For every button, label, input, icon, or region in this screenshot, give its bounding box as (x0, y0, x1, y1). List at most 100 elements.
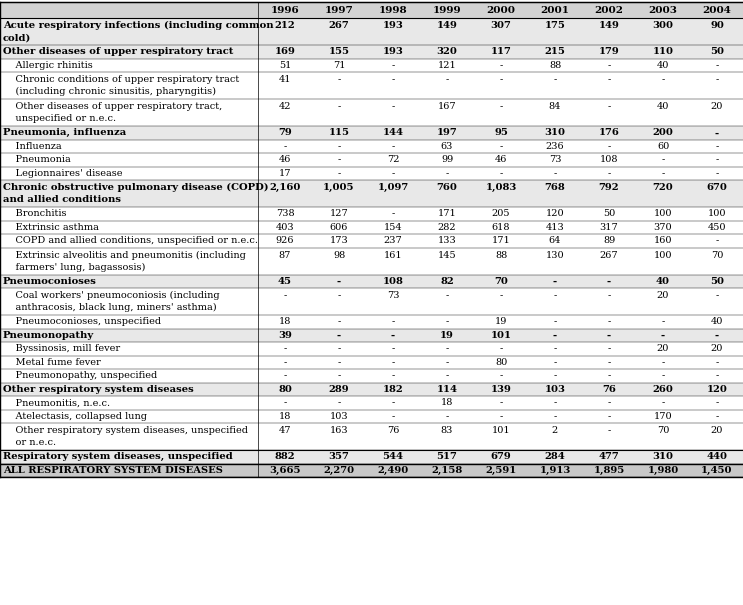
Text: Atelectasis, collapsed lung: Atelectasis, collapsed lung (3, 412, 147, 421)
Text: -: - (715, 128, 719, 137)
Text: 1,097: 1,097 (377, 183, 409, 192)
Text: -: - (553, 277, 557, 286)
Text: -: - (337, 155, 340, 165)
Text: -: - (554, 291, 557, 300)
Text: 2,591: 2,591 (485, 466, 516, 475)
Text: -: - (607, 399, 611, 407)
Text: 20: 20 (711, 427, 723, 435)
Text: 88: 88 (549, 61, 561, 70)
Text: 84: 84 (549, 102, 561, 111)
Bar (0, 450, 743, 463)
Bar (0, 126, 743, 140)
Text: 42: 42 (279, 102, 291, 111)
Text: -: - (445, 318, 449, 327)
Text: -: - (499, 399, 502, 407)
Bar (0, 342, 743, 356)
Text: -: - (337, 358, 340, 367)
Text: 120: 120 (707, 385, 727, 394)
Text: (including chronic sinusitis, pharyngitis): (including chronic sinusitis, pharyngiti… (3, 87, 216, 96)
Bar (0, 396, 743, 410)
Text: 46: 46 (495, 155, 507, 165)
Text: -: - (499, 412, 502, 421)
Text: 108: 108 (383, 277, 403, 286)
Text: -: - (554, 399, 557, 407)
Text: 108: 108 (600, 155, 618, 165)
Text: 103: 103 (545, 385, 565, 394)
Text: cold): cold) (3, 33, 31, 42)
Text: -: - (283, 291, 287, 300)
Text: 161: 161 (383, 250, 402, 260)
Text: -: - (716, 237, 718, 246)
Text: 73: 73 (387, 291, 399, 300)
Bar (0, 247, 743, 275)
Text: -: - (554, 412, 557, 421)
Text: 171: 171 (438, 209, 456, 218)
Text: Extrinsic alveolitis and pneumonitis (including: Extrinsic alveolitis and pneumonitis (in… (3, 250, 246, 260)
Text: 40: 40 (656, 277, 670, 286)
Text: 19: 19 (495, 318, 507, 327)
Text: -: - (661, 318, 665, 327)
Text: -: - (392, 371, 395, 381)
Text: 193: 193 (383, 47, 403, 56)
Text: 64: 64 (549, 237, 561, 246)
Text: 310: 310 (545, 128, 565, 137)
Text: 517: 517 (437, 453, 458, 462)
Text: -: - (337, 371, 340, 381)
Text: -: - (716, 75, 718, 84)
Text: 2: 2 (552, 427, 558, 435)
Text: Allergic rhinitis: Allergic rhinitis (3, 61, 93, 70)
Text: 160: 160 (654, 237, 672, 246)
Text: 76: 76 (387, 427, 399, 435)
Text: -: - (337, 102, 340, 111)
Text: 76: 76 (602, 385, 616, 394)
Text: -: - (553, 331, 557, 340)
Text: 307: 307 (490, 21, 511, 30)
Text: -: - (716, 371, 718, 381)
Text: 1,083: 1,083 (485, 183, 516, 192)
Text: -: - (607, 277, 611, 286)
Text: -: - (337, 318, 340, 327)
Text: 40: 40 (657, 61, 669, 70)
Text: 99: 99 (441, 155, 453, 165)
Text: 90: 90 (710, 21, 724, 30)
Text: anthracosis, black lung, miners' asthma): anthracosis, black lung, miners' asthma) (3, 303, 217, 312)
Text: 41: 41 (279, 75, 291, 84)
Text: -: - (392, 142, 395, 151)
Text: 1,450: 1,450 (701, 466, 733, 475)
Text: -: - (392, 399, 395, 407)
Text: 120: 120 (545, 209, 565, 218)
Text: -: - (283, 399, 287, 407)
Text: Byssinosis, mill fever: Byssinosis, mill fever (3, 344, 120, 353)
Bar (0, 167, 743, 180)
Text: -: - (607, 291, 611, 300)
Text: -: - (392, 102, 395, 111)
Text: -: - (607, 61, 611, 70)
Text: -: - (716, 142, 718, 151)
Text: 18: 18 (279, 318, 291, 327)
Text: -: - (716, 412, 718, 421)
Text: 72: 72 (387, 155, 399, 165)
Text: -: - (337, 75, 340, 84)
Text: 1,895: 1,895 (594, 466, 625, 475)
Text: 300: 300 (652, 21, 673, 30)
Text: Pneumonitis, n.e.c.: Pneumonitis, n.e.c. (3, 399, 110, 407)
Text: -: - (499, 75, 502, 84)
Bar (0, 99, 743, 126)
Text: 115: 115 (328, 128, 349, 137)
Bar (0, 424, 743, 450)
Text: 679: 679 (490, 453, 511, 462)
Text: Respiratory system diseases, unspecified: Respiratory system diseases, unspecified (3, 453, 233, 462)
Bar (0, 221, 743, 234)
Text: 18: 18 (441, 399, 453, 407)
Text: 403: 403 (276, 223, 294, 232)
Text: -: - (554, 344, 557, 353)
Text: 768: 768 (545, 183, 565, 192)
Text: 70: 70 (657, 427, 669, 435)
Text: 2002: 2002 (594, 5, 623, 15)
Text: 1,980: 1,980 (647, 466, 678, 475)
Text: 20: 20 (711, 344, 723, 353)
Text: 760: 760 (437, 183, 458, 192)
Text: -: - (716, 358, 718, 367)
Text: 169: 169 (275, 47, 296, 56)
Text: 20: 20 (711, 102, 723, 111)
